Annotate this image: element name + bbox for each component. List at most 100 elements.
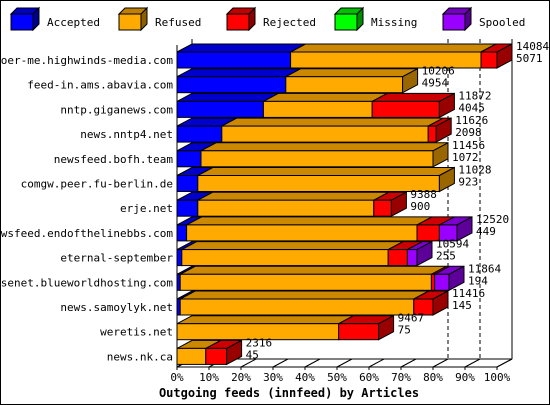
bar-segment-side-rejected [435, 117, 452, 143]
bar-value-accepted: 45 [246, 348, 259, 361]
category-label: news.samoylyk.net [60, 301, 173, 314]
bar-segment-spooled [434, 273, 450, 291]
category-label: nntp.giganews.com [60, 103, 173, 116]
bar-segment-rejected [373, 199, 392, 217]
bar-segment-side-rejected [496, 43, 513, 69]
bar-value-total: 9467 [398, 312, 425, 325]
floor-tick [464, 358, 481, 368]
bar-segment-accepted [176, 199, 199, 217]
bar-segment-top-refused [176, 315, 354, 325]
x-tick-label: 60% [359, 371, 379, 384]
bar-segment-refused [200, 150, 434, 168]
bar-segment-top-refused [179, 265, 447, 275]
x-tick-label: 0% [170, 371, 184, 384]
bar-value-accepted: 923 [458, 176, 478, 189]
bar-segment-side-rejected [432, 290, 449, 316]
bar-segment-top-refused [221, 117, 444, 127]
bar-segment-rejected [427, 125, 437, 143]
bar-segment-rejected [371, 100, 440, 118]
bar-segment-side-refused [432, 141, 449, 168]
floor-tick [400, 358, 417, 368]
category-labels: voer-me.highwinds-media.com feed-in.ams.a… [1, 54, 173, 363]
bar-segment-side-spooled [448, 265, 465, 292]
bar-segment-rejected [480, 51, 498, 69]
legend: Accepted Refused Rejected Missing Spooled [9, 6, 525, 32]
category-label: newsfeed.bofh.team [54, 153, 174, 166]
bar-segment-side-spooled [416, 240, 433, 267]
floor-tick [496, 358, 513, 368]
legend-item-rejected: Rejected [225, 6, 316, 32]
bar-segment-spooled [406, 249, 418, 267]
legend-swatch [118, 13, 142, 31]
bar-segment-accepted [176, 76, 287, 94]
bar-segment-accepted [176, 51, 292, 69]
bars: 1408450711020649541187240451162620981145… [176, 40, 549, 366]
category-label: voer-me.highwinds-media.com [1, 54, 173, 67]
floor-tick [240, 358, 257, 368]
bar-segment-side-spooled [456, 216, 473, 242]
bar-segment-refused [262, 100, 373, 118]
legend-label: Accepted [47, 16, 100, 29]
bar-segment-rejected [387, 249, 408, 267]
bar-segment-top-accepted [176, 43, 306, 53]
bar-segment-top-refused [197, 167, 455, 176]
bar-segment-top-refused [263, 92, 388, 102]
bar-value-total: 9388 [410, 188, 437, 201]
floor-tick [368, 358, 385, 368]
x-tick-label: 100% [484, 371, 511, 384]
bar-segment-top-refused [290, 43, 497, 53]
bar-value-total: 11416 [452, 287, 485, 300]
legend-swatch [442, 13, 466, 31]
bar-segment-refused [186, 224, 418, 242]
bar-segment-accepted [176, 100, 264, 118]
floor-tick [272, 358, 289, 368]
bar-segment-side-refused [438, 166, 455, 193]
legend-label: Spooled [479, 16, 525, 29]
legend-item-missing: Missing [333, 6, 417, 32]
bar-segment-side-rejected [226, 339, 243, 366]
bar-segment-accepted [176, 249, 183, 267]
category-label: eternal-september [60, 252, 173, 265]
chart-title: Outgoing feeds (innfeed) by Articles [159, 386, 419, 400]
legend-item-spooled: Spooled [441, 6, 525, 32]
bar-value-total: 12520 [476, 213, 509, 226]
bar-segment-refused [221, 125, 429, 143]
bar-segment-top-accepted [176, 92, 279, 102]
bar-value-total: 10594 [436, 238, 469, 251]
bar-segment-top-accepted [176, 68, 302, 78]
bar-segment-side-rejected [378, 314, 395, 341]
legend-swatch [334, 13, 358, 31]
bar-value-accepted: 4045 [458, 101, 485, 114]
bar-segment-refused [285, 76, 404, 94]
bar-value-total: 11864 [468, 262, 501, 275]
category-label: usenet.blueworldhosting.com [1, 276, 173, 289]
bar-segment-accepted [176, 150, 202, 168]
bar-value-total: 2316 [246, 336, 273, 349]
category-label: newsfeed.endofthelinebbs.com [1, 227, 173, 240]
bar-segment-accepted [176, 224, 188, 242]
bar-segment-top-refused [197, 191, 390, 201]
bar-segment-top-refused [200, 142, 449, 152]
legend-label: Rejected [263, 16, 316, 29]
bar-segment-rejected [338, 323, 380, 341]
bar-value-total: 10206 [422, 65, 455, 78]
bar-segment-refused [181, 249, 389, 267]
bar-segment-refused [176, 347, 207, 365]
bar-value-total: 11872 [458, 89, 491, 102]
category-label: weretis.net [100, 326, 173, 339]
category-label: erje.net [120, 202, 173, 215]
bar-segment-top-refused [186, 216, 433, 226]
bar-value-total: 11456 [452, 139, 485, 152]
bar-segment-side-rejected [438, 92, 455, 119]
legend-item-refused: Refused [117, 6, 201, 32]
floor-tick [304, 358, 321, 368]
